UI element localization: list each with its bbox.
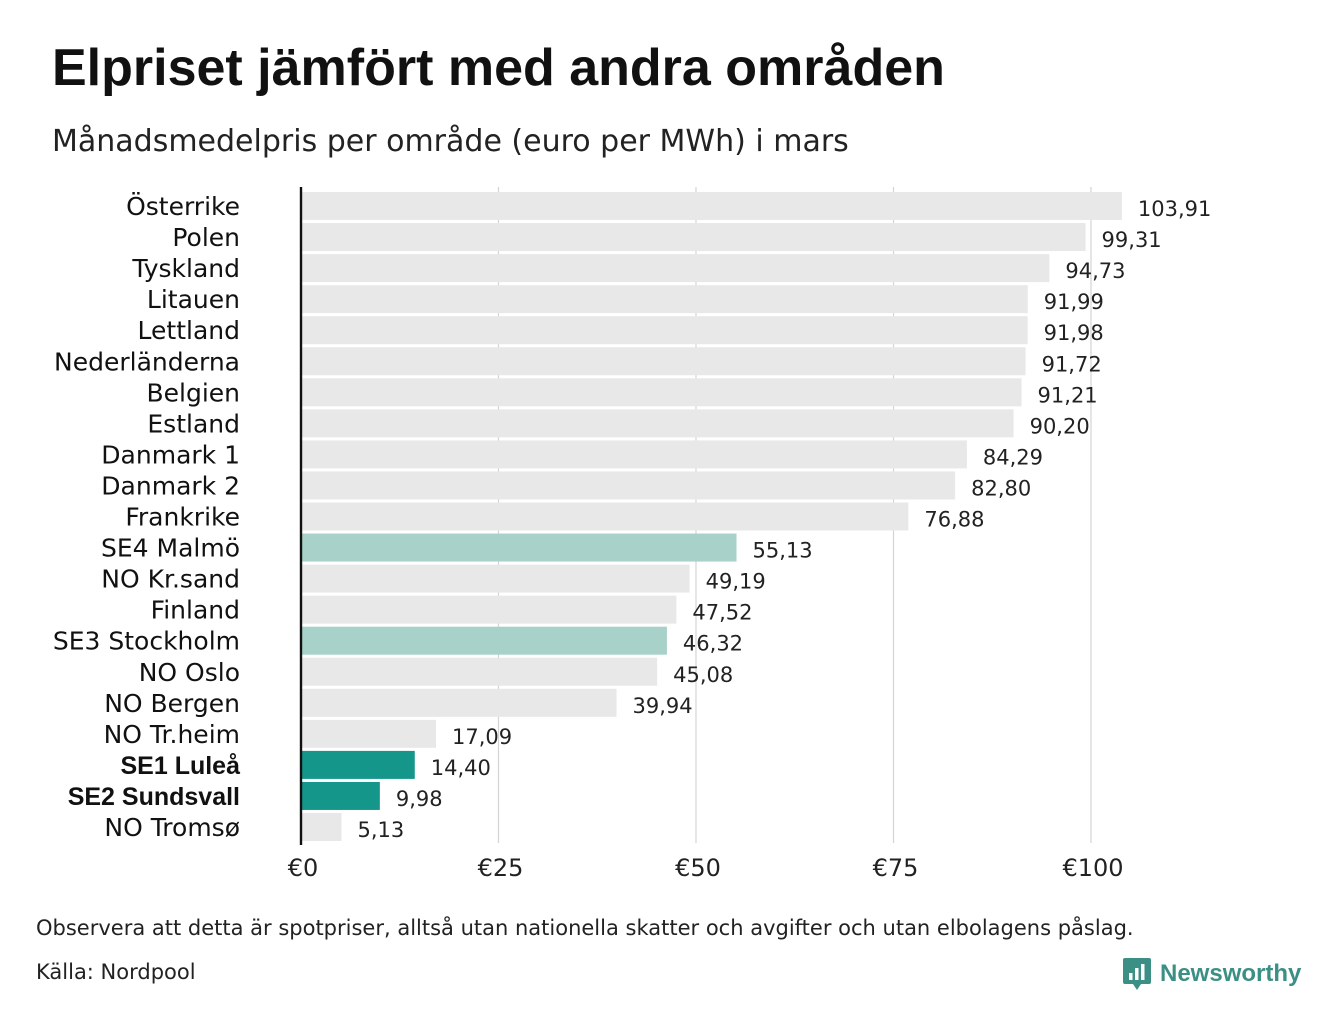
- category-label: Österrike: [126, 192, 240, 221]
- bar: [301, 223, 1086, 252]
- bar: [301, 254, 1050, 283]
- bar: [301, 533, 737, 562]
- data-label: 39,94: [633, 694, 693, 718]
- brand-name: Newsworthy: [1160, 960, 1302, 987]
- data-label: 91,98: [1044, 321, 1104, 345]
- category-label: Tyskland: [131, 254, 240, 283]
- x-tick-label: €50: [675, 854, 721, 882]
- category-label: SE1 Luleå: [121, 752, 241, 780]
- data-label: 17,09: [452, 725, 512, 749]
- bar: [301, 719, 437, 748]
- category-label: NO Oslo: [139, 658, 240, 687]
- bar: [301, 285, 1028, 314]
- bar: [301, 564, 690, 593]
- category-label: Litauen: [147, 285, 240, 314]
- category-label: Frankrike: [125, 503, 240, 532]
- data-label: 90,20: [1030, 414, 1090, 438]
- bar: [301, 781, 380, 810]
- bar-chart: 103,91 99,31 94,73 91,99 91,98 91,72 91,21 90,2…: [53, 187, 1212, 882]
- data-label: 45,08: [673, 663, 733, 687]
- data-label: 91,99: [1044, 290, 1104, 314]
- data-label: 82,80: [971, 476, 1031, 500]
- newsworthy-chart-bubble-icon: [1123, 958, 1151, 990]
- x-tick-label: €0: [288, 854, 319, 882]
- category-label: Belgien: [146, 378, 240, 407]
- data-label: 55,13: [753, 539, 813, 563]
- bar: [301, 409, 1014, 438]
- category-label: Estland: [147, 409, 240, 438]
- x-tick-label: €25: [478, 854, 524, 882]
- category-label: Nederländerna: [54, 347, 240, 376]
- category-labels: ÖsterrikePolenTysklandLitauenLettlandNed…: [53, 192, 240, 842]
- source-note: Källa: Nordpool: [36, 960, 196, 984]
- bar: [301, 440, 967, 469]
- bar: [301, 347, 1026, 376]
- category-label: Polen: [172, 223, 240, 252]
- chart-title: Elpriset jämfört med andra områden: [52, 39, 945, 97]
- data-label: 94,73: [1065, 259, 1125, 283]
- bars: [301, 192, 1122, 841]
- category-label: SE4 Malmö: [101, 534, 240, 563]
- data-label: 46,32: [683, 632, 743, 656]
- bar: [301, 657, 658, 686]
- bar: [301, 688, 617, 717]
- data-label: 91,72: [1042, 352, 1102, 376]
- category-label: SE2 Sundsvall: [68, 783, 240, 811]
- category-label: NO Kr.sand: [101, 565, 240, 594]
- bar: [301, 192, 1122, 220]
- bar: [301, 316, 1028, 345]
- data-label: 99,31: [1102, 228, 1162, 252]
- footnote: Observera att detta är spotpriser, allts…: [36, 916, 1134, 940]
- data-label: 103,91: [1138, 197, 1211, 221]
- bar: [301, 813, 342, 841]
- x-tick-label: €100: [1062, 854, 1123, 882]
- chart-subtitle: Månadsmedelpris per område (euro per MWh…: [52, 124, 849, 159]
- category-label: Danmark 1: [101, 440, 240, 469]
- bar: [301, 750, 415, 779]
- category-label: NO Tromsø: [104, 813, 240, 842]
- bar: [301, 626, 667, 655]
- data-label: 49,19: [706, 570, 766, 594]
- data-label: 47,52: [692, 601, 752, 625]
- bar: [301, 471, 956, 500]
- data-label: 91,21: [1038, 383, 1098, 407]
- data-label: 76,88: [924, 508, 984, 532]
- bar: [301, 595, 677, 624]
- x-axis: €0 €25 €50 €75 €100: [288, 187, 1124, 882]
- category-label: NO Tr.heim: [104, 720, 240, 749]
- category-label: Danmark 2: [101, 471, 240, 500]
- value-labels: 103,91 99,31 94,73 91,99 91,98 91,72 91,21 90,2…: [358, 197, 1212, 842]
- category-label: NO Bergen: [104, 689, 240, 718]
- x-tick-label: €75: [873, 854, 919, 882]
- brand-logo[interactable]: Newsworthy: [1122, 954, 1301, 994]
- data-label: 14,40: [431, 756, 491, 780]
- category-label: SE3 Stockholm: [53, 627, 240, 656]
- category-label: Lettland: [138, 316, 240, 345]
- bar: [301, 502, 909, 531]
- bar: [301, 378, 1022, 407]
- data-label: 84,29: [983, 445, 1043, 469]
- data-label: 9,98: [396, 787, 443, 811]
- category-label: Finland: [151, 596, 240, 625]
- data-label: 5,13: [358, 818, 405, 842]
